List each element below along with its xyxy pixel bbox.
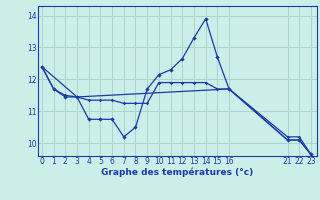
X-axis label: Graphe des températures (°c): Graphe des températures (°c) xyxy=(101,168,254,177)
